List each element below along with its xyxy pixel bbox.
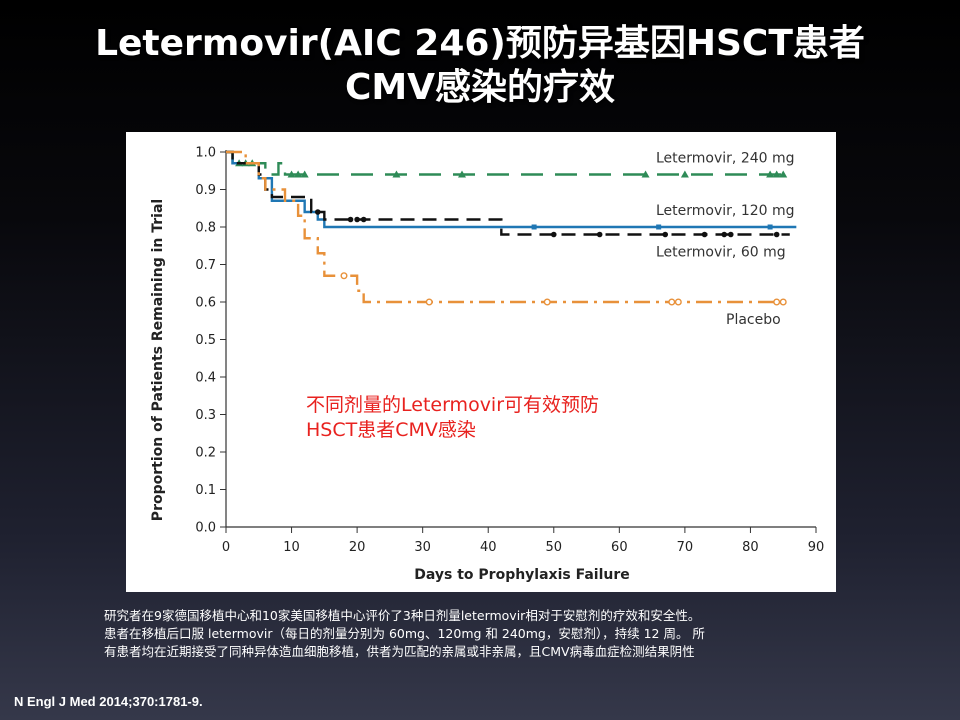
slide-title: Letermovir(AIC 246)预防异基因HSCT患者 CMV感染的疗效 <box>0 22 960 110</box>
censor-mark <box>779 298 787 306</box>
caption-line: 有患者均在近期接受了同种异体造血细胞移植，供者为匹配的亲属或非亲属，且CMV病毒… <box>104 644 695 659</box>
censor-mark <box>347 216 354 223</box>
censor-mark <box>543 298 551 306</box>
censor-mark <box>550 231 557 238</box>
censor-mark <box>656 224 662 230</box>
y-tick-label: 0.6 <box>195 296 216 311</box>
censor-mark <box>773 298 781 306</box>
series-label: Placebo <box>726 312 781 328</box>
x-tick-label: 50 <box>546 540 563 555</box>
x-tick-label: 20 <box>349 540 366 555</box>
annotation-line-2: HSCT患者CMV感染 <box>306 419 476 441</box>
caption-line: 研究者在9家德国移植中心和10家美国移植中心评价了3种日剂量letermovir… <box>104 608 701 623</box>
title-line-1: Letermovir(AIC 246)预防异基因HSCT患者 <box>95 23 865 64</box>
series-label: Letermovir, 120 mg <box>656 203 795 219</box>
x-tick-label: 60 <box>611 540 628 555</box>
series-labels: Letermovir, 240 mg Letermovir, 120 mg Lete… <box>656 151 795 329</box>
censor-mark <box>680 170 689 178</box>
x-tick-label: 80 <box>742 540 759 555</box>
citation: N Engl J Med 2014;370:1781-9. <box>14 694 203 709</box>
censor-mark <box>766 170 775 178</box>
censor-mark <box>772 170 781 178</box>
chart-axes: 0.0 0.1 0.2 0.3 0.4 0.5 0.6 0.7 0.8 0.9 1.0 0 10 20 30… <box>195 146 824 556</box>
y-tick-label: 1.0 <box>195 146 216 161</box>
chart-series <box>226 150 797 306</box>
x-axis-title: Days to Prophylaxis Failure <box>414 567 630 583</box>
x-tick-label: 10 <box>283 540 300 555</box>
y-tick-label: 0.4 <box>195 371 216 386</box>
x-tick-label: 90 <box>808 540 825 555</box>
censor-mark <box>767 224 773 230</box>
series-label: Letermovir, 60 mg <box>656 245 786 261</box>
caption-line: 患者在移植后口服 letermovir（每日的剂量分别为 60mg、120mg … <box>104 626 705 641</box>
censor-mark <box>773 231 780 238</box>
censor-mark <box>701 231 708 238</box>
y-tick-label: 0.5 <box>195 333 216 348</box>
censor-mark <box>458 170 466 178</box>
km-chart: 0.0 0.1 0.2 0.3 0.4 0.5 0.6 0.7 0.8 0.9 1.0 0 10 20 30… <box>150 146 824 584</box>
km-chart-panel: 0.0 0.1 0.2 0.3 0.4 0.5 0.6 0.7 0.8 0.9 1.0 0 10 20 30… <box>126 132 836 592</box>
x-tick-label: 70 <box>677 540 694 555</box>
study-caption: 研究者在9家德国移植中心和10家美国移植中心评价了3种日剂量letermovir… <box>104 607 884 661</box>
censor-mark <box>662 231 669 238</box>
y-tick-label: 0.9 <box>195 183 216 198</box>
y-tick-label: 0.3 <box>195 408 216 423</box>
censor-mark <box>392 170 401 178</box>
censor-mark <box>294 170 303 178</box>
y-tick-label: 0.8 <box>195 221 216 236</box>
censor-mark <box>596 231 603 238</box>
y-tick-label: 0.2 <box>195 446 216 461</box>
censor-mark <box>287 170 296 178</box>
censor-mark <box>314 209 321 215</box>
x-tick-label: 0 <box>222 540 230 555</box>
y-tick-label: 0.0 <box>195 521 216 536</box>
censor-mark <box>727 231 734 238</box>
series-line <box>226 150 784 304</box>
title-line-2: CMV感染的疗效 <box>344 67 616 108</box>
censor-mark <box>425 298 433 306</box>
censor-mark <box>641 170 650 178</box>
y-tick-label: 0.1 <box>195 483 216 498</box>
censor-mark <box>531 224 537 230</box>
censor-mark <box>300 170 309 178</box>
censor-mark <box>674 298 682 306</box>
censor-mark <box>354 216 360 223</box>
series-group <box>226 150 790 238</box>
censor-mark <box>779 170 788 178</box>
x-tick-label: 30 <box>414 540 431 555</box>
series-label: Letermovir, 240 mg <box>656 151 795 167</box>
censor-mark <box>721 231 728 238</box>
y-tick-label: 0.7 <box>195 258 216 273</box>
censor-mark <box>340 272 348 280</box>
series-group <box>226 150 787 306</box>
annotation-line-1: 不同剂量的Letermovir可有效预防 <box>306 394 599 416</box>
censor-mark <box>360 216 367 223</box>
y-axis-title: Proportion of Patients Remaining in Tria… <box>150 199 166 521</box>
x-tick-label: 40 <box>480 540 497 555</box>
censor-mark <box>668 298 676 306</box>
